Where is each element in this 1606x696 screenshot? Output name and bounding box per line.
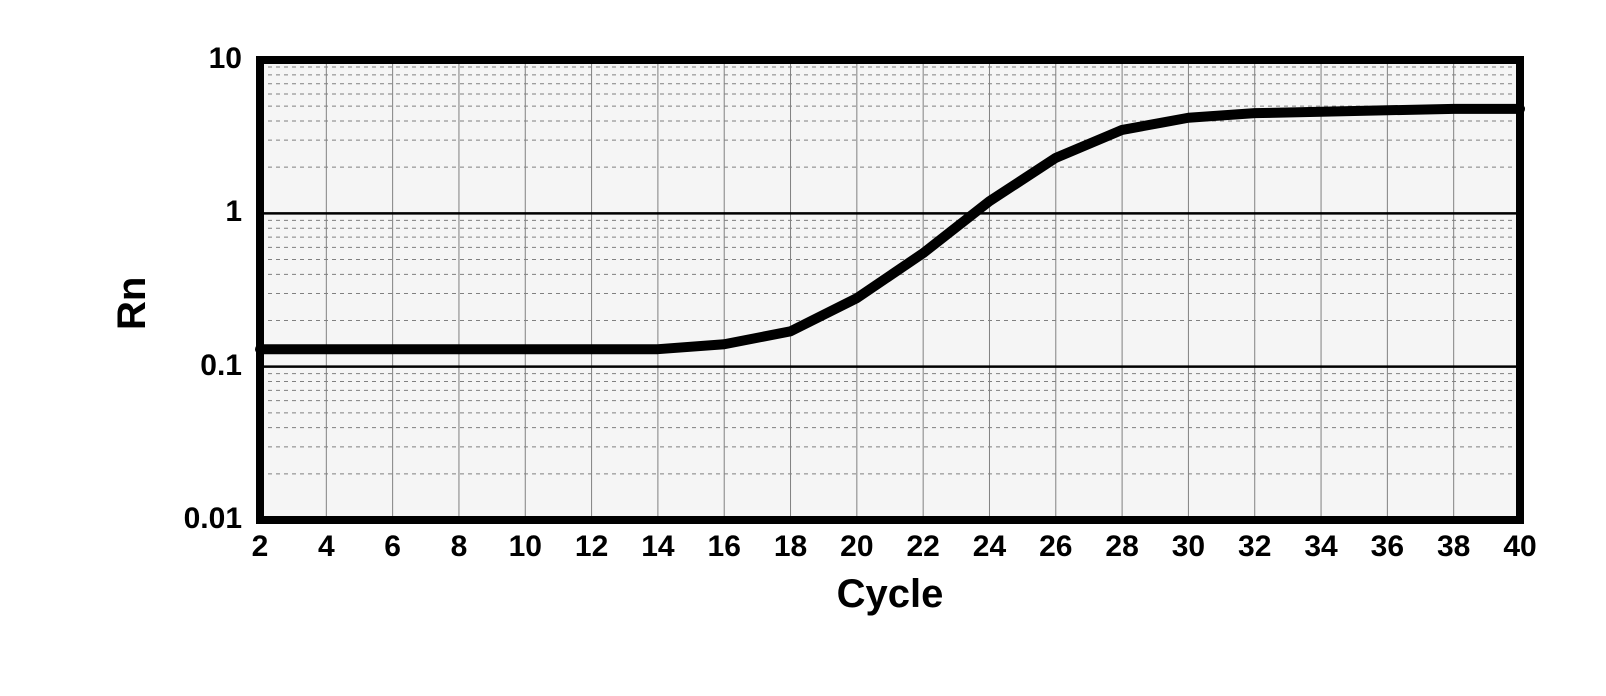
x-tick-label: 10	[495, 530, 555, 564]
x-tick-label: 4	[296, 530, 356, 564]
x-tick-label: 26	[1026, 530, 1086, 564]
x-tick-label: 34	[1291, 530, 1351, 564]
x-tick-label: 40	[1490, 530, 1550, 564]
x-tick-label: 38	[1424, 530, 1484, 564]
y-axis-label: Rn	[110, 277, 155, 330]
y-tick-label: 1	[60, 195, 242, 229]
x-tick-label: 32	[1225, 530, 1285, 564]
x-tick-label: 24	[959, 530, 1019, 564]
amplification-chart: Rn Cycle 0.010.1110 24681012141618202224…	[60, 20, 1546, 676]
x-axis-label: Cycle	[260, 572, 1520, 617]
x-tick-label: 30	[1158, 530, 1218, 564]
x-tick-label: 16	[694, 530, 754, 564]
x-tick-label: 2	[230, 530, 290, 564]
x-tick-label: 14	[628, 530, 688, 564]
y-tick-label: 10	[60, 42, 242, 76]
x-tick-label: 36	[1357, 530, 1417, 564]
x-tick-label: 22	[893, 530, 953, 564]
x-tick-label: 28	[1092, 530, 1152, 564]
x-tick-label: 18	[761, 530, 821, 564]
x-tick-label: 20	[827, 530, 887, 564]
x-tick-label: 6	[363, 530, 423, 564]
y-tick-label: 0.1	[60, 349, 242, 383]
x-tick-label: 12	[562, 530, 622, 564]
y-tick-label: 0.01	[60, 502, 242, 536]
x-tick-label: 8	[429, 530, 489, 564]
